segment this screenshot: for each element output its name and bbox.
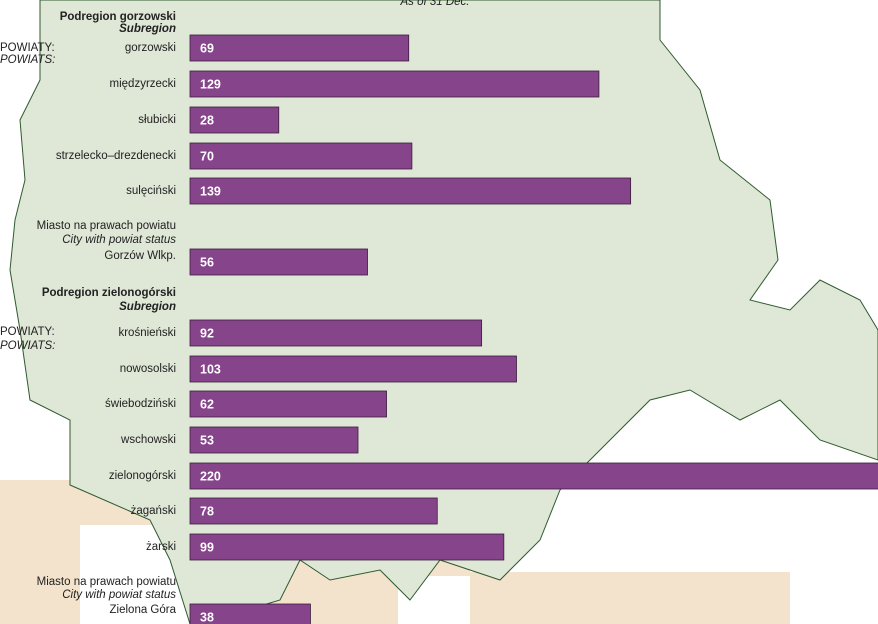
value-label: 69 xyxy=(200,41,214,55)
bar xyxy=(189,142,413,170)
category-label: Gorzów Wlkp. xyxy=(104,250,176,262)
category-label: gorzowski xyxy=(125,42,176,54)
category-label: słubicki xyxy=(138,114,176,126)
value-label: 38 xyxy=(200,610,214,624)
value-label: 62 xyxy=(200,397,214,411)
value-label: 99 xyxy=(200,540,214,554)
annotation: Podregion gorzowski xyxy=(60,11,176,23)
annotation: POWIATS: xyxy=(0,54,55,66)
category-label: zielonogórski xyxy=(109,470,176,482)
value-label: 28 xyxy=(200,113,214,127)
bar xyxy=(189,497,438,525)
bar xyxy=(189,70,600,98)
bar xyxy=(189,603,311,624)
annotation: POWIATY: xyxy=(0,42,55,54)
category-label: Zielona Góra xyxy=(110,604,177,616)
category-label: żarski xyxy=(146,541,176,553)
value-label: 70 xyxy=(200,149,214,163)
value-label: 53 xyxy=(200,433,214,447)
annotation: POWIATY: xyxy=(0,326,55,338)
bar xyxy=(189,34,410,62)
annotation: Subregion xyxy=(119,23,176,35)
value-label: 139 xyxy=(200,184,221,198)
category-label: sulęciński xyxy=(126,185,176,197)
annotation: POWIATS: xyxy=(0,340,55,352)
value-label: 103 xyxy=(200,362,221,376)
category-label: żagański xyxy=(131,505,176,517)
category-label: nowosolski xyxy=(120,363,176,375)
category-label: krośnieński xyxy=(118,327,176,339)
value-label: 129 xyxy=(200,77,221,91)
value-label: 220 xyxy=(200,469,221,483)
bar xyxy=(189,426,359,454)
annotation: Miasto na prawach powiatu xyxy=(37,220,176,232)
annotation: Subregion xyxy=(119,301,176,313)
bar xyxy=(189,533,505,561)
category-label: międzyrzecki xyxy=(110,78,176,90)
bar xyxy=(189,106,280,134)
bar xyxy=(189,355,517,383)
bar xyxy=(189,177,632,205)
subtitle: As of 31 Dec. xyxy=(399,0,469,8)
annotation: City with powiat status xyxy=(62,234,176,246)
annotation: Miasto na prawach powiatu xyxy=(37,576,176,588)
map-region xyxy=(470,572,790,624)
bar xyxy=(189,248,368,276)
category-label: strzelecko–drezdenecki xyxy=(56,150,176,162)
value-label: 56 xyxy=(200,255,214,269)
bar xyxy=(189,390,387,418)
bar xyxy=(189,319,483,347)
value-label: 92 xyxy=(200,326,214,340)
category-label: świebodziński xyxy=(105,398,176,410)
annotation: City with powiat status xyxy=(62,589,176,601)
value-label: 78 xyxy=(200,504,214,518)
annotation: Podregion zielonogórski xyxy=(42,287,176,299)
bar xyxy=(189,462,878,490)
category-label: wschowski xyxy=(120,434,176,446)
